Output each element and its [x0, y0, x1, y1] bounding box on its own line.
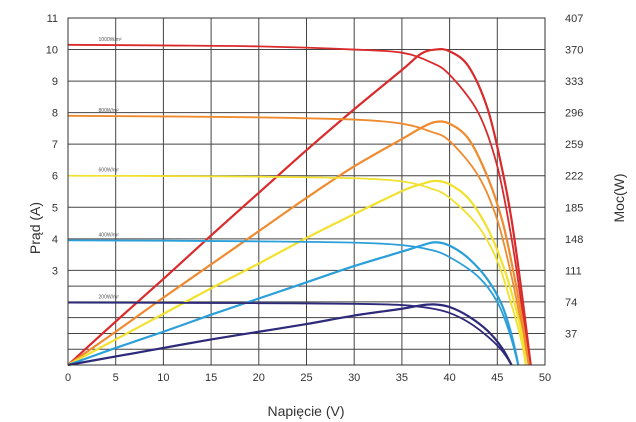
x-tick-label: 45	[491, 372, 503, 384]
y-left-tick-label: 7	[52, 139, 58, 151]
y-right-tick-label: 74	[565, 297, 577, 309]
y-left-tick-label: 4	[52, 234, 58, 246]
iv-curve-2	[67, 174, 527, 366]
y-left-tick-label: 6	[52, 171, 58, 183]
pv-curve-3	[67, 241, 520, 367]
iv-curve-0	[67, 43, 532, 366]
y-right-tick-label: 296	[565, 108, 583, 120]
y-right-tick-label: 111	[565, 265, 582, 277]
x-tick-label: 5	[113, 372, 119, 384]
y-right-tick-label: 259	[565, 139, 583, 151]
y-left-tick-label: 10	[46, 45, 58, 57]
y-right-tick-label: 37	[565, 328, 577, 340]
y-left-tick-label: 3	[52, 265, 58, 277]
x-tick-label: 40	[443, 372, 455, 384]
curves	[67, 43, 532, 367]
plot-frame	[67, 17, 546, 366]
y-right-tick-label: 185	[565, 202, 583, 214]
iv-curve-3	[67, 239, 520, 366]
irradiance-label: 800W/m²	[99, 108, 120, 114]
y-left-tick-label: 9	[52, 76, 58, 88]
y-left-tick-label: 5	[52, 202, 58, 214]
x-tick-label: 20	[253, 372, 265, 384]
tick-labels: 0 5 10 15 20 25 30 35 40 45 5034567891011377411114…	[46, 13, 584, 384]
irradiance-labels: 1000W/m² 800W/m² 600W/m² 400W/m² 200W/m²	[99, 37, 122, 301]
irradiance-label: 400W/m²	[99, 232, 120, 238]
y-right-tick-label: 222	[565, 171, 583, 183]
x-tick-label: 50	[539, 372, 551, 384]
y-right-axis-label: Moc(W)	[611, 174, 627, 223]
pv-curve-0	[67, 48, 532, 366]
pv-curve-4	[67, 303, 513, 367]
iv-curve-1	[67, 114, 530, 366]
x-tick-label: 15	[205, 372, 217, 384]
x-tick-label: 10	[157, 372, 169, 384]
iv-curve-4	[67, 301, 513, 366]
x-tick-label: 35	[396, 372, 408, 384]
irradiance-label: 600W/m²	[99, 168, 120, 174]
x-axis-label: Napięcie (V)	[267, 403, 344, 419]
y-right-tick-label: 407	[565, 13, 583, 25]
irradiance-label: 1000W/m²	[99, 37, 122, 43]
x-tick-label: 0	[65, 372, 71, 384]
x-tick-label: 30	[348, 372, 360, 384]
grid	[68, 18, 545, 365]
y-right-tick-label: 333	[565, 76, 583, 88]
pv-curve-2	[67, 179, 528, 366]
irradiance-label: 200W/m²	[99, 295, 120, 301]
y-left-tick-label: 11	[47, 13, 58, 25]
y-right-tick-label: 148	[565, 234, 583, 246]
y-left-axis-label: Prąd (A)	[27, 202, 43, 254]
y-right-tick-label: 370	[565, 45, 583, 57]
pv-curve-1	[67, 120, 530, 366]
y-left-tick-label: 8	[52, 108, 58, 120]
x-tick-label: 25	[300, 372, 312, 384]
